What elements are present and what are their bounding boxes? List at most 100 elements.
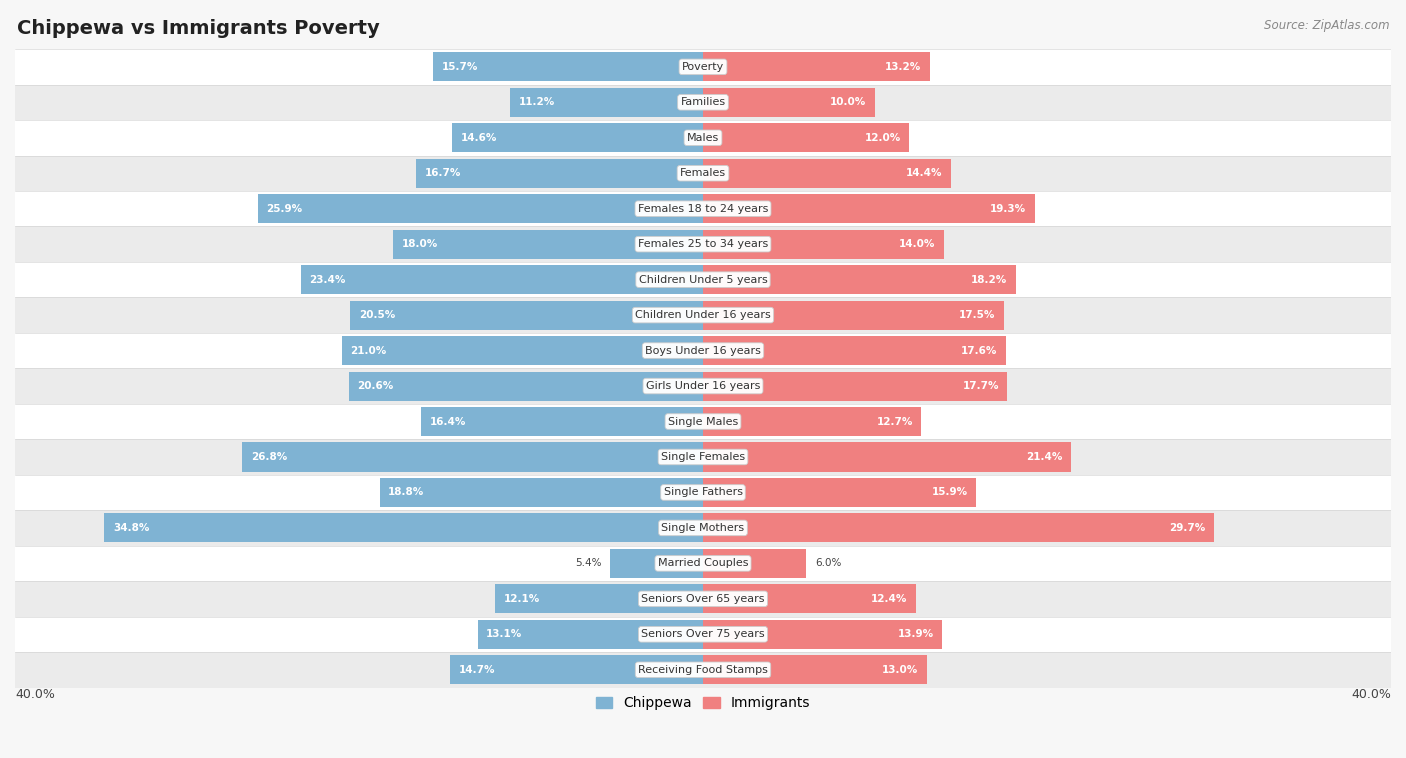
Bar (349, 371, 703, 400)
Bar (420, 407, 703, 436)
Text: 14.6%: 14.6% (461, 133, 496, 143)
Text: 16.7%: 16.7% (425, 168, 461, 178)
Text: 16.4%: 16.4% (429, 416, 465, 427)
Text: Seniors Over 75 years: Seniors Over 75 years (641, 629, 765, 639)
Bar (703, 265, 1017, 294)
Text: Girls Under 16 years: Girls Under 16 years (645, 381, 761, 391)
Text: Seniors Over 65 years: Seniors Over 65 years (641, 594, 765, 604)
Text: Females: Females (681, 168, 725, 178)
Bar (15, 546, 1391, 581)
Text: Single Fathers: Single Fathers (664, 487, 742, 497)
Bar (703, 407, 921, 436)
Bar (15, 368, 1391, 404)
Bar (433, 52, 703, 81)
Text: 12.7%: 12.7% (876, 416, 912, 427)
Text: 11.2%: 11.2% (519, 97, 555, 108)
Bar (15, 510, 1391, 546)
Bar (478, 620, 703, 649)
Bar (15, 49, 1391, 85)
Bar (703, 584, 917, 613)
Text: 17.5%: 17.5% (959, 310, 995, 320)
Text: 40.0%: 40.0% (15, 688, 55, 700)
Text: 14.7%: 14.7% (458, 665, 495, 675)
Bar (15, 155, 1391, 191)
Bar (15, 475, 1391, 510)
Bar (703, 620, 942, 649)
Text: 18.2%: 18.2% (972, 274, 1008, 285)
Bar (451, 124, 703, 152)
Bar (242, 443, 703, 471)
Text: 17.7%: 17.7% (962, 381, 998, 391)
Text: 13.2%: 13.2% (886, 62, 921, 72)
Text: 15.7%: 15.7% (441, 62, 478, 72)
Text: Single Males: Single Males (668, 416, 738, 427)
Bar (703, 443, 1071, 471)
Bar (15, 227, 1391, 262)
Bar (15, 262, 1391, 297)
Bar (703, 124, 910, 152)
Bar (380, 478, 703, 507)
Bar (703, 88, 875, 117)
Text: 23.4%: 23.4% (309, 274, 346, 285)
Text: Married Couples: Married Couples (658, 559, 748, 568)
Text: 21.0%: 21.0% (350, 346, 387, 356)
Bar (510, 88, 703, 117)
Bar (15, 616, 1391, 652)
Text: 17.6%: 17.6% (960, 346, 997, 356)
Bar (15, 652, 1391, 688)
Bar (703, 549, 806, 578)
Bar (703, 655, 927, 684)
Text: 19.3%: 19.3% (990, 204, 1026, 214)
Bar (610, 549, 703, 578)
Legend: Chippewa, Immigrants: Chippewa, Immigrants (591, 691, 815, 716)
Text: 40.0%: 40.0% (1351, 688, 1391, 700)
Text: Receiving Food Stamps: Receiving Food Stamps (638, 665, 768, 675)
Text: Children Under 16 years: Children Under 16 years (636, 310, 770, 320)
Bar (394, 230, 703, 258)
Bar (495, 584, 703, 613)
Text: 6.0%: 6.0% (815, 559, 841, 568)
Text: Children Under 5 years: Children Under 5 years (638, 274, 768, 285)
Bar (703, 336, 1005, 365)
Text: 5.4%: 5.4% (575, 559, 602, 568)
Bar (703, 371, 1008, 400)
Bar (15, 439, 1391, 475)
Text: 12.4%: 12.4% (872, 594, 908, 604)
Bar (15, 120, 1391, 155)
Text: 14.4%: 14.4% (905, 168, 942, 178)
Bar (450, 655, 703, 684)
Text: 13.1%: 13.1% (486, 629, 523, 639)
Bar (104, 513, 703, 543)
Bar (301, 265, 703, 294)
Text: 18.0%: 18.0% (402, 240, 439, 249)
Bar (703, 158, 950, 188)
Bar (257, 194, 703, 224)
Bar (342, 336, 703, 365)
Text: Families: Families (681, 97, 725, 108)
Text: Males: Males (688, 133, 718, 143)
Text: 12.1%: 12.1% (503, 594, 540, 604)
Bar (703, 230, 943, 258)
Bar (15, 191, 1391, 227)
Text: Boys Under 16 years: Boys Under 16 years (645, 346, 761, 356)
Text: 20.6%: 20.6% (357, 381, 394, 391)
Text: Poverty: Poverty (682, 62, 724, 72)
Text: Source: ZipAtlas.com: Source: ZipAtlas.com (1264, 19, 1389, 32)
Text: 14.0%: 14.0% (898, 240, 935, 249)
Text: 29.7%: 29.7% (1168, 523, 1205, 533)
Bar (350, 301, 703, 330)
Text: Single Mothers: Single Mothers (661, 523, 745, 533)
Bar (416, 158, 703, 188)
Text: 12.0%: 12.0% (865, 133, 901, 143)
Text: Chippewa vs Immigrants Poverty: Chippewa vs Immigrants Poverty (17, 19, 380, 38)
Text: 18.8%: 18.8% (388, 487, 425, 497)
Bar (15, 333, 1391, 368)
Text: 13.0%: 13.0% (882, 665, 918, 675)
Text: 25.9%: 25.9% (266, 204, 302, 214)
Bar (15, 581, 1391, 616)
Bar (703, 513, 1213, 543)
Text: 20.5%: 20.5% (359, 310, 395, 320)
Text: Females 18 to 24 years: Females 18 to 24 years (638, 204, 768, 214)
Bar (15, 297, 1391, 333)
Text: 15.9%: 15.9% (932, 487, 967, 497)
